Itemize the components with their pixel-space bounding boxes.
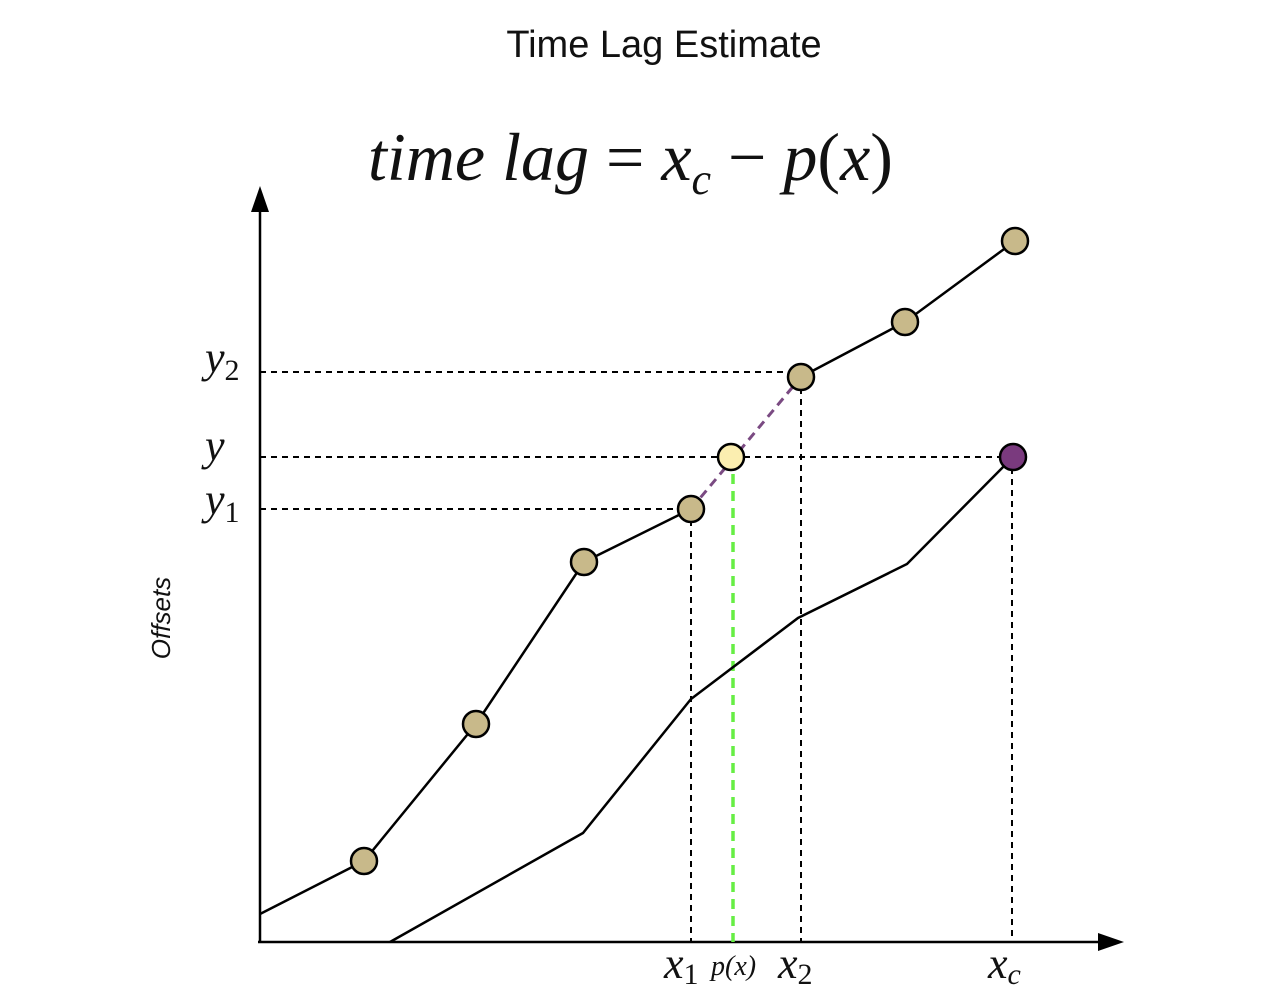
y1-label-sub: 1 <box>225 496 240 529</box>
series-point <box>569 547 599 577</box>
xc-label-base: x <box>987 939 1008 988</box>
y1-label: y1 <box>201 475 240 529</box>
series-point <box>1000 226 1030 256</box>
y2-label-sub: 2 <box>225 354 240 387</box>
formula-open-paren: ( <box>817 119 841 195</box>
target-point <box>998 442 1028 472</box>
y-label: y <box>201 421 225 470</box>
x2-label-base: x <box>777 939 798 988</box>
series-point <box>349 846 379 876</box>
formula-px: p(x) <box>783 119 893 195</box>
series-point-x1 <box>676 494 706 524</box>
interpolation-line <box>689 376 803 510</box>
series-point <box>461 709 491 739</box>
series-point <box>890 307 920 337</box>
formula-xc-sub: c <box>691 155 712 204</box>
px-label: p(x) <box>709 951 756 982</box>
formula-minus: − <box>728 119 767 195</box>
x2-label: x2 <box>777 939 813 991</box>
x1-label-base: x <box>663 939 684 988</box>
page-title: Time Lag Estimate <box>506 24 822 66</box>
y1-label-base: y <box>201 475 225 524</box>
time-lag-formula: time lag = xc − p(x) <box>368 118 893 204</box>
x-axis-arrow <box>1098 933 1124 951</box>
x1-label-sub: 1 <box>684 958 699 991</box>
lower-series-line <box>389 456 1014 944</box>
formula-lhs: time lag <box>368 119 589 195</box>
formula-equals: = <box>605 119 645 195</box>
interpolated-point <box>716 442 746 472</box>
x1-label: x1 <box>663 939 699 991</box>
formula-x: x <box>840 119 871 195</box>
y2-label-base: y <box>201 333 225 382</box>
y-axis-arrow <box>251 186 269 212</box>
formula-p: p <box>783 119 818 195</box>
y2-label: y2 <box>201 333 240 387</box>
x2-label-sub: 2 <box>798 958 813 991</box>
formula-xc: xc <box>661 119 711 204</box>
xc-label: xc <box>987 939 1021 991</box>
formula-close-paren: ) <box>870 119 893 195</box>
series-point-x2 <box>786 362 816 392</box>
y-axis-label: Offsets <box>146 577 176 659</box>
formula-xc-base: x <box>661 119 692 195</box>
xc-label-sub: c <box>1008 958 1021 991</box>
